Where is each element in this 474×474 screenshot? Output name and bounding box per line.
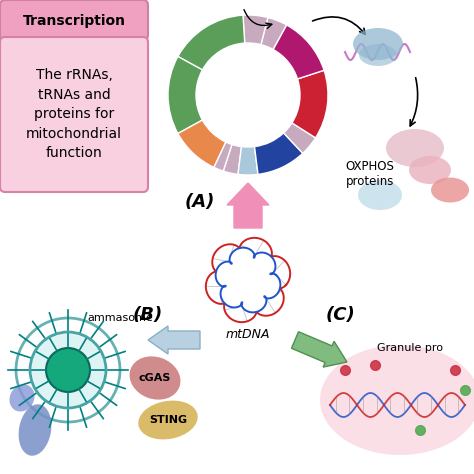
Wedge shape: [223, 145, 241, 174]
Text: Transcription: Transcription: [22, 14, 126, 28]
Wedge shape: [178, 15, 245, 70]
Wedge shape: [214, 142, 232, 171]
Text: The rRNAs,
tRNAs and
proteins for
mitochondrial
function: The rRNAs, tRNAs and proteins for mitoch…: [26, 68, 122, 160]
Ellipse shape: [359, 44, 397, 66]
Text: cGAS: cGAS: [139, 373, 171, 383]
FancyArrow shape: [292, 332, 347, 367]
Circle shape: [30, 332, 106, 408]
Circle shape: [46, 348, 90, 392]
FancyBboxPatch shape: [0, 37, 148, 192]
Ellipse shape: [409, 156, 451, 184]
FancyArrow shape: [227, 183, 269, 228]
Wedge shape: [168, 56, 202, 134]
Ellipse shape: [353, 28, 403, 60]
FancyArrow shape: [148, 326, 200, 354]
Text: (B): (B): [133, 306, 163, 324]
Wedge shape: [178, 120, 226, 167]
Wedge shape: [255, 133, 303, 174]
Ellipse shape: [320, 345, 474, 455]
FancyBboxPatch shape: [0, 0, 148, 40]
Ellipse shape: [9, 384, 35, 411]
Wedge shape: [283, 123, 316, 153]
Text: Granule pro: Granule pro: [377, 343, 443, 353]
Ellipse shape: [138, 401, 198, 439]
Text: mtDNA: mtDNA: [226, 328, 270, 341]
Ellipse shape: [386, 129, 444, 167]
Ellipse shape: [18, 404, 51, 456]
Ellipse shape: [358, 180, 402, 210]
Wedge shape: [273, 25, 324, 79]
Wedge shape: [292, 70, 328, 138]
Text: (C): (C): [325, 306, 355, 324]
Wedge shape: [261, 18, 287, 49]
Ellipse shape: [129, 356, 181, 400]
Ellipse shape: [431, 177, 469, 202]
Wedge shape: [243, 15, 268, 45]
Text: (A): (A): [185, 193, 215, 211]
Text: ammasome: ammasome: [87, 313, 153, 323]
Text: OXPHOS
proteins: OXPHOS proteins: [346, 160, 394, 188]
Wedge shape: [238, 146, 258, 175]
Text: STING: STING: [149, 415, 187, 425]
